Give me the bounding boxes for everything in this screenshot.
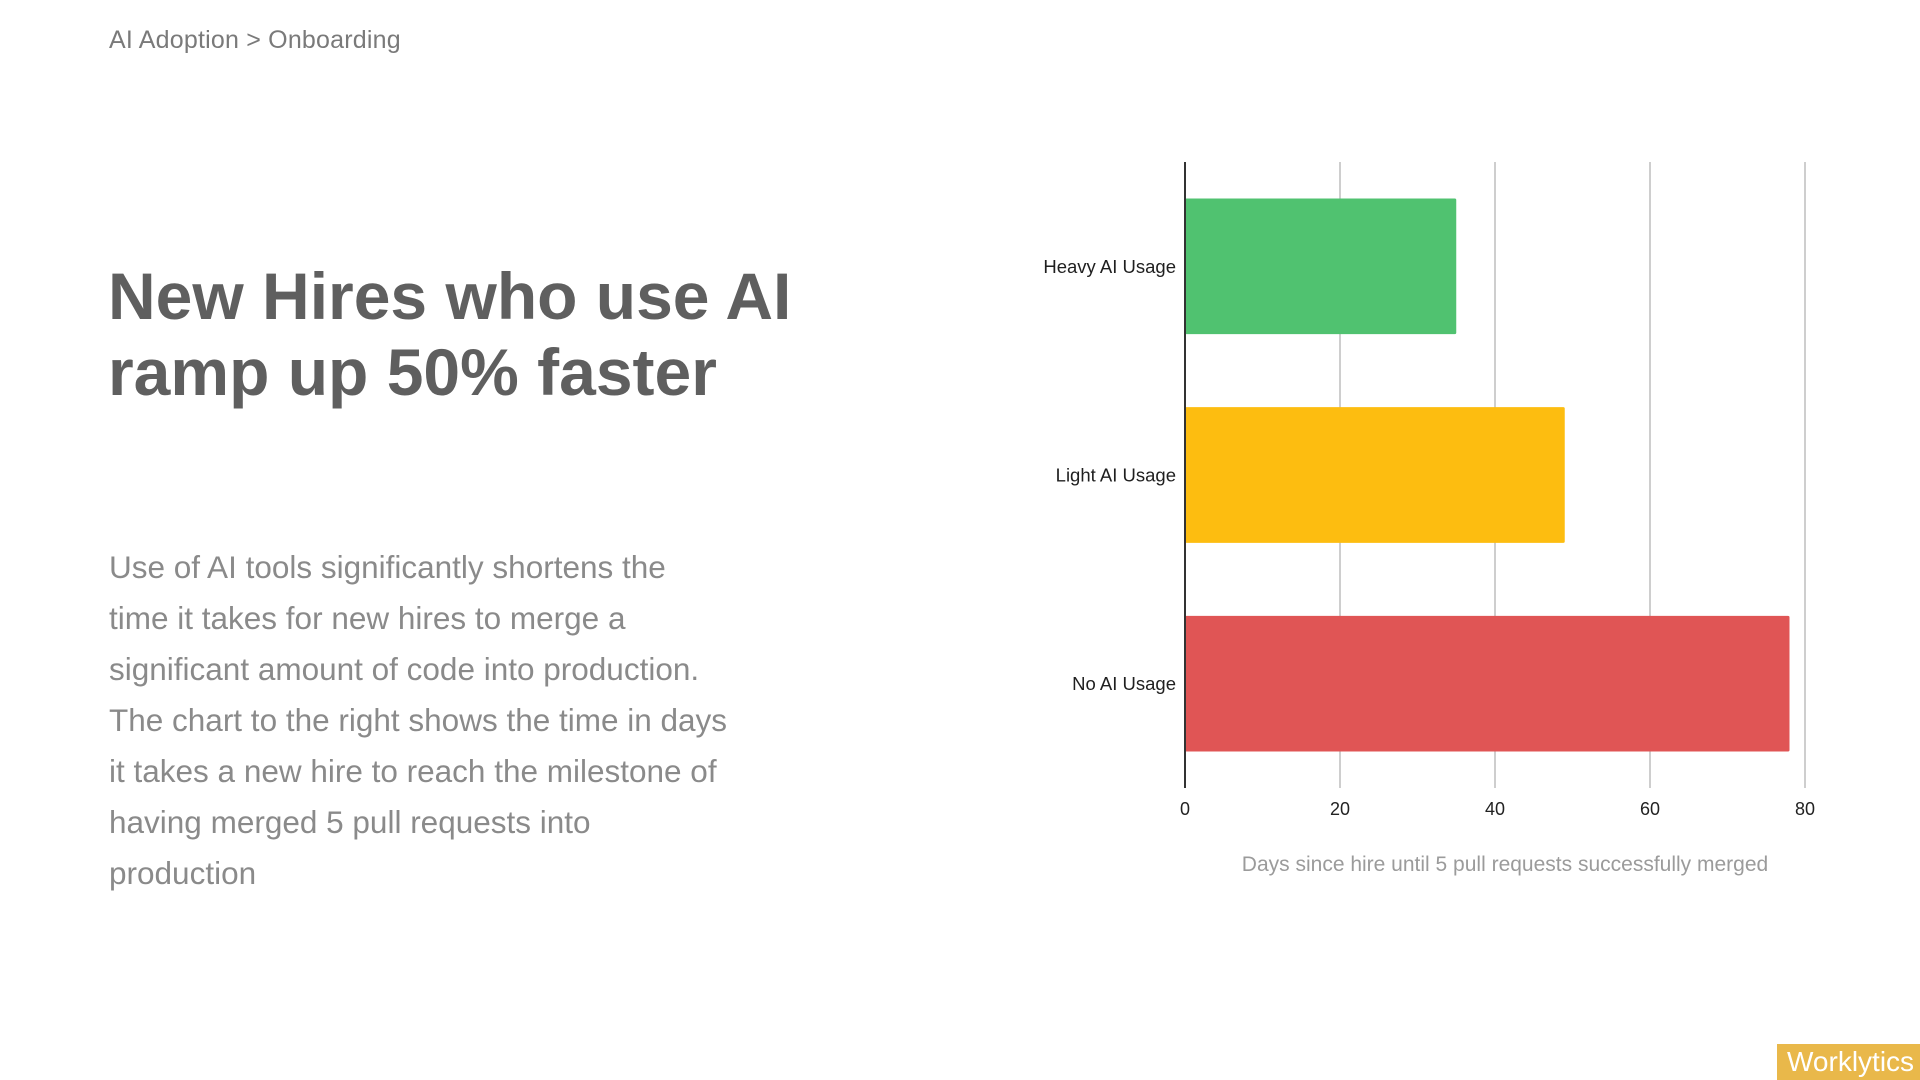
category-label: Heavy AI Usage: [1043, 256, 1176, 277]
bar-heavy-ai-usage: [1185, 198, 1457, 335]
category-label: Light AI Usage: [1056, 465, 1176, 486]
x-tick-label: 20: [1330, 799, 1350, 819]
x-tick-label: 0: [1180, 799, 1190, 819]
x-tick-label: 40: [1485, 799, 1505, 819]
category-label: No AI Usage: [1072, 673, 1176, 694]
chart-category-labels: Heavy AI Usage Light AI Usage No AI Usage: [1043, 256, 1176, 694]
worklytics-logo: Worklytics: [1777, 1044, 1920, 1080]
page-title: New Hires who use AI ramp up 50% faster: [108, 259, 792, 409]
chart-x-ticks: 0 20 40 60 80: [1180, 799, 1815, 819]
chart-bars: [1185, 198, 1790, 752]
x-axis-title: Days since hire until 5 pull requests su…: [1242, 853, 1768, 876]
description-text: Use of AI tools significantly shortens t…: [109, 549, 728, 891]
breadcrumb: AI Adoption > Onboarding: [109, 26, 401, 54]
x-tick-label: 80: [1795, 799, 1815, 819]
x-tick-label: 60: [1640, 799, 1660, 819]
bar-light-ai-usage: [1185, 407, 1565, 543]
bar-no-ai-usage: [1185, 615, 1790, 752]
